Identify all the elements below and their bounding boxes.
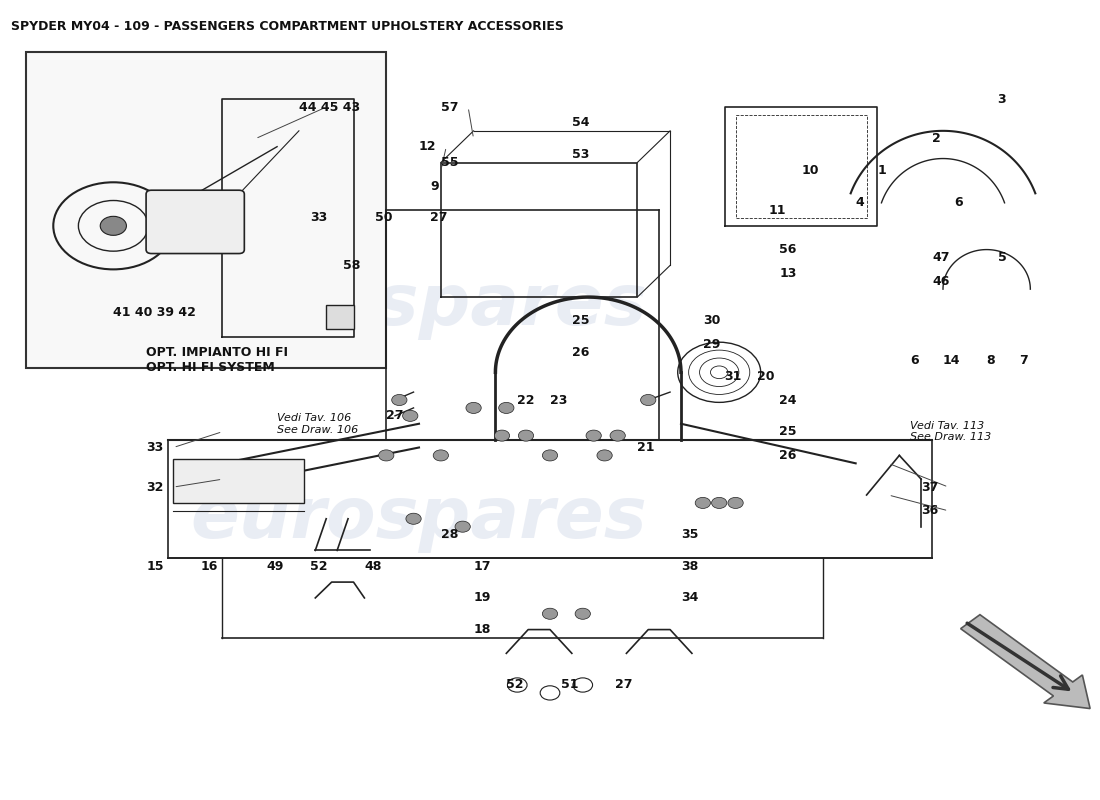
Text: 27: 27 <box>616 678 632 691</box>
Text: 49: 49 <box>266 560 284 573</box>
Circle shape <box>392 394 407 406</box>
Text: 11: 11 <box>768 203 785 217</box>
Text: 36: 36 <box>921 504 938 518</box>
Circle shape <box>712 498 727 509</box>
Text: 13: 13 <box>779 267 796 280</box>
Text: 56: 56 <box>779 243 796 256</box>
Text: 20: 20 <box>758 370 774 382</box>
Text: eurospares: eurospares <box>190 484 648 554</box>
Circle shape <box>586 430 602 441</box>
Text: SPYDER MY04 - 109 - PASSENGERS COMPARTMENT UPHOLSTERY ACCESSORIES: SPYDER MY04 - 109 - PASSENGERS COMPARTME… <box>11 20 564 33</box>
Text: 3: 3 <box>998 93 1006 106</box>
Circle shape <box>466 402 481 414</box>
FancyBboxPatch shape <box>146 190 244 254</box>
Text: 33: 33 <box>146 441 163 454</box>
Text: 14: 14 <box>943 354 960 367</box>
Text: 27: 27 <box>430 211 448 225</box>
Circle shape <box>597 450 613 461</box>
Text: 44 45 43: 44 45 43 <box>299 101 360 114</box>
Text: 30: 30 <box>703 314 720 327</box>
Text: 25: 25 <box>779 425 796 438</box>
FancyArrow shape <box>960 614 1090 709</box>
Text: 6: 6 <box>910 354 918 367</box>
Text: 8: 8 <box>987 354 996 367</box>
Text: 31: 31 <box>725 370 742 382</box>
Text: 55: 55 <box>441 156 459 169</box>
Circle shape <box>518 430 534 441</box>
Text: 26: 26 <box>779 449 796 462</box>
Text: 26: 26 <box>572 346 590 359</box>
Bar <box>174 459 305 503</box>
Circle shape <box>403 410 418 422</box>
Text: 38: 38 <box>681 560 698 573</box>
Text: 18: 18 <box>474 623 491 636</box>
Text: 29: 29 <box>703 338 720 351</box>
Text: 17: 17 <box>474 560 491 573</box>
Text: 25: 25 <box>572 314 590 327</box>
Text: 53: 53 <box>572 148 590 161</box>
Text: 27: 27 <box>386 410 404 422</box>
Text: 10: 10 <box>801 164 818 177</box>
Text: 35: 35 <box>681 528 698 541</box>
Text: 16: 16 <box>200 560 218 573</box>
Text: 1: 1 <box>878 164 887 177</box>
Text: 2: 2 <box>932 132 940 146</box>
Text: 46: 46 <box>932 274 949 288</box>
Text: 24: 24 <box>779 394 796 406</box>
Text: 50: 50 <box>375 211 393 225</box>
Text: 54: 54 <box>572 117 590 130</box>
Circle shape <box>494 430 509 441</box>
Text: 9: 9 <box>430 180 439 193</box>
Text: 22: 22 <box>517 394 535 406</box>
Text: 5: 5 <box>998 251 1006 264</box>
Text: 12: 12 <box>419 140 437 153</box>
Bar <box>327 305 353 329</box>
Text: 19: 19 <box>474 591 491 605</box>
Circle shape <box>640 394 656 406</box>
Circle shape <box>728 498 744 509</box>
Circle shape <box>455 521 471 532</box>
Text: 32: 32 <box>146 481 164 494</box>
Text: 41 40 39 42: 41 40 39 42 <box>113 306 196 319</box>
Circle shape <box>378 450 394 461</box>
Text: 57: 57 <box>441 101 459 114</box>
Text: 15: 15 <box>146 560 164 573</box>
Text: Vedi Tav. 106
See Draw. 106: Vedi Tav. 106 See Draw. 106 <box>277 413 359 434</box>
Text: 48: 48 <box>364 560 382 573</box>
Text: 28: 28 <box>441 528 459 541</box>
Text: 23: 23 <box>550 394 568 406</box>
Text: 58: 58 <box>342 259 360 272</box>
Text: 52: 52 <box>310 560 328 573</box>
Text: 21: 21 <box>637 441 654 454</box>
Circle shape <box>406 514 421 524</box>
Text: Vedi Tav. 113
See Draw. 113: Vedi Tav. 113 See Draw. 113 <box>910 421 991 442</box>
Text: 37: 37 <box>921 481 938 494</box>
Text: 7: 7 <box>1020 354 1028 367</box>
Text: eurospares: eurospares <box>190 270 648 339</box>
Text: 34: 34 <box>681 591 698 605</box>
Text: 52: 52 <box>506 678 524 691</box>
Circle shape <box>498 402 514 414</box>
Text: 4: 4 <box>856 195 865 209</box>
Bar <box>26 52 386 368</box>
Text: 6: 6 <box>954 195 962 209</box>
Circle shape <box>542 450 558 461</box>
Circle shape <box>433 450 449 461</box>
Text: 47: 47 <box>932 251 949 264</box>
Text: OPT. IMPIANTO HI FI
OPT. HI FI SYSTEM: OPT. IMPIANTO HI FI OPT. HI FI SYSTEM <box>146 346 288 374</box>
Text: 51: 51 <box>561 678 579 691</box>
Circle shape <box>610 430 625 441</box>
Circle shape <box>695 498 711 509</box>
Circle shape <box>575 608 591 619</box>
Circle shape <box>542 608 558 619</box>
Text: 33: 33 <box>310 211 327 225</box>
Circle shape <box>100 216 126 235</box>
